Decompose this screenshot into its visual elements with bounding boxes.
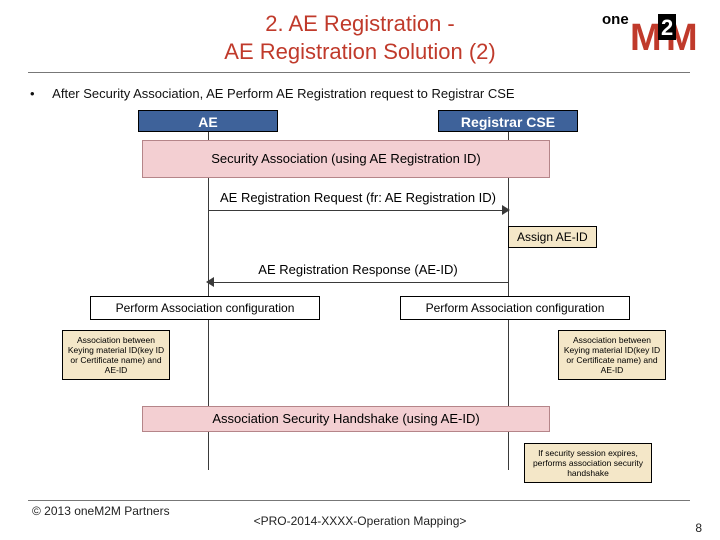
step-handshake: Association Security Handshake (using AE… bbox=[142, 406, 550, 432]
onem2m-logo: one M M 2 bbox=[600, 8, 700, 58]
step-perf-assoc-left: Perform Association configuration bbox=[90, 296, 320, 320]
arrowhead-reg-request bbox=[502, 205, 510, 215]
divider-bottom bbox=[28, 500, 690, 501]
note-keying-left: Association between Keying material ID(k… bbox=[62, 330, 170, 380]
note-keying-right: Association between Keying material ID(k… bbox=[558, 330, 666, 380]
arrow-reg-response bbox=[209, 282, 508, 283]
divider-top bbox=[28, 72, 690, 73]
arrow-reg-request bbox=[209, 210, 508, 211]
lifeline-cse: Registrar CSE bbox=[438, 110, 578, 132]
step-security-association: Security Association (using AE Registrat… bbox=[142, 140, 550, 178]
title-line-2: AE Registration Solution (2) bbox=[224, 39, 495, 64]
lifeline-ae: AE bbox=[138, 110, 278, 132]
step-assign-aeid: Assign AE-ID bbox=[508, 226, 597, 248]
logo-one: one bbox=[602, 11, 629, 28]
label-reg-request: AE Registration Request (fr: AE Registra… bbox=[208, 190, 508, 205]
logo-m1: M bbox=[630, 17, 662, 58]
logo-two: 2 bbox=[661, 15, 673, 40]
title-line-1: 2. AE Registration - bbox=[265, 11, 455, 36]
footer-doc: <PRO-2014-XXXX-Operation Mapping> bbox=[0, 514, 720, 528]
arrowhead-reg-response bbox=[206, 277, 214, 287]
bullet-intro: After Security Association, AE Perform A… bbox=[30, 86, 515, 101]
step-perf-assoc-right: Perform Association configuration bbox=[400, 296, 630, 320]
note-retry: If security session expires, performs as… bbox=[524, 443, 652, 483]
label-reg-response: AE Registration Response (AE-ID) bbox=[208, 262, 508, 277]
page-number: 8 bbox=[695, 521, 702, 535]
